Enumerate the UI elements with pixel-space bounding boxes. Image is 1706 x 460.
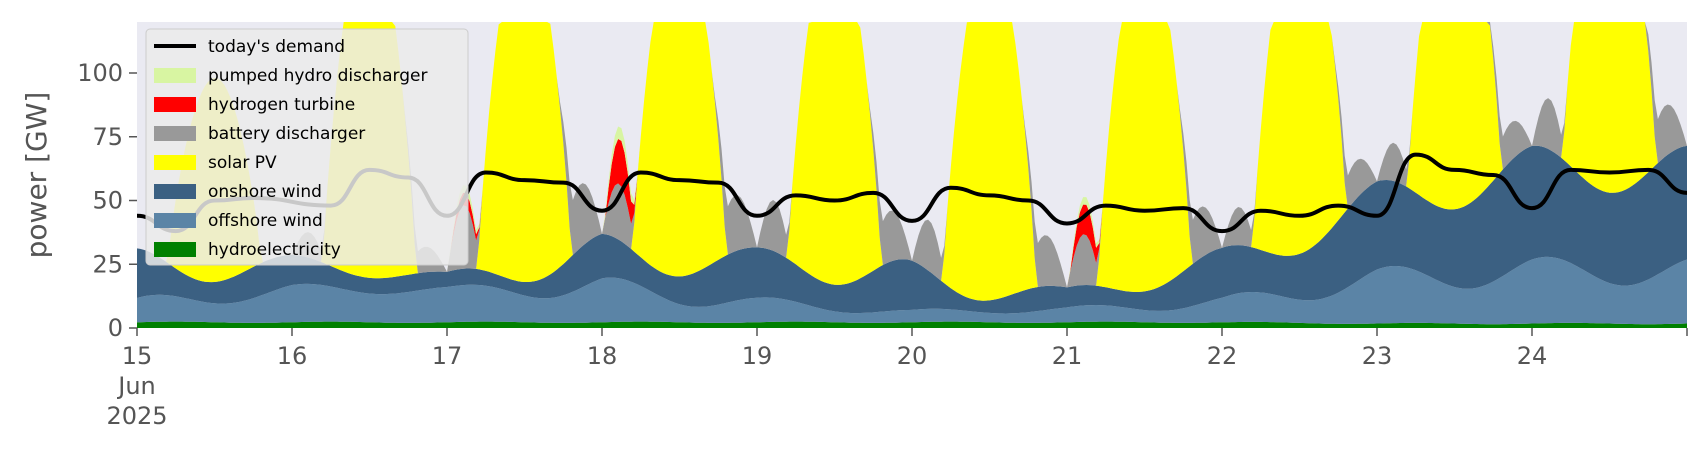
legend-label: onshore wind <box>208 182 322 202</box>
y-tick-label: 25 <box>92 250 123 278</box>
legend-swatch <box>154 213 196 228</box>
x-tick-label: 18 <box>587 342 618 370</box>
legend-box <box>145 28 469 266</box>
x-tick-label: 22 <box>1207 342 1238 370</box>
y-axis: 0 25 50 75 100 <box>77 59 137 342</box>
legend-label: battery discharger <box>208 124 365 144</box>
x-tick-label: 23 <box>1362 342 1393 370</box>
x-tick-label: 15 <box>122 342 153 370</box>
legend-label: hydrogen turbine <box>208 95 355 115</box>
x-tick-label: 16 <box>277 342 308 370</box>
legend-label: pumped hydro discharger <box>208 66 427 86</box>
x-tick-label: 17 <box>432 342 463 370</box>
y-tick-label: 75 <box>92 123 123 151</box>
legend-swatch <box>154 242 196 257</box>
legend: today's demand pumped hydro discharger hyd… <box>145 28 469 266</box>
x-tick-label: 24 <box>1517 342 1548 370</box>
area-solar-pv <box>137 22 1687 301</box>
x-tick-label: 21 <box>1052 342 1083 370</box>
area-hydroelectricity <box>137 321 1687 328</box>
stacked-areas <box>137 22 1687 328</box>
y-tick-label: 100 <box>77 59 123 87</box>
x-tick-label: 20 <box>897 342 928 370</box>
y-tick-label: 50 <box>92 187 123 215</box>
legend-swatch <box>154 126 196 141</box>
area-offshore-wind <box>137 256 1687 325</box>
x-tick-label: 19 <box>742 342 773 370</box>
y-tick-label: 0 <box>108 314 123 342</box>
area-onshore-wind <box>137 145 1687 314</box>
legend-label: hydroelectricity <box>208 240 341 260</box>
legend-swatch <box>154 68 196 83</box>
legend-swatch <box>154 184 196 199</box>
x-tick-sublabel: 2025 <box>106 402 167 430</box>
legend-label: solar PV <box>208 153 277 173</box>
legend-label: offshore wind <box>208 211 323 231</box>
x-tick-sublabel: Jun <box>116 372 156 400</box>
legend-swatch <box>154 97 196 112</box>
y-axis-title: power [GW] <box>20 92 53 259</box>
legend-swatch <box>154 155 196 170</box>
legend-label: today's demand <box>208 37 345 57</box>
